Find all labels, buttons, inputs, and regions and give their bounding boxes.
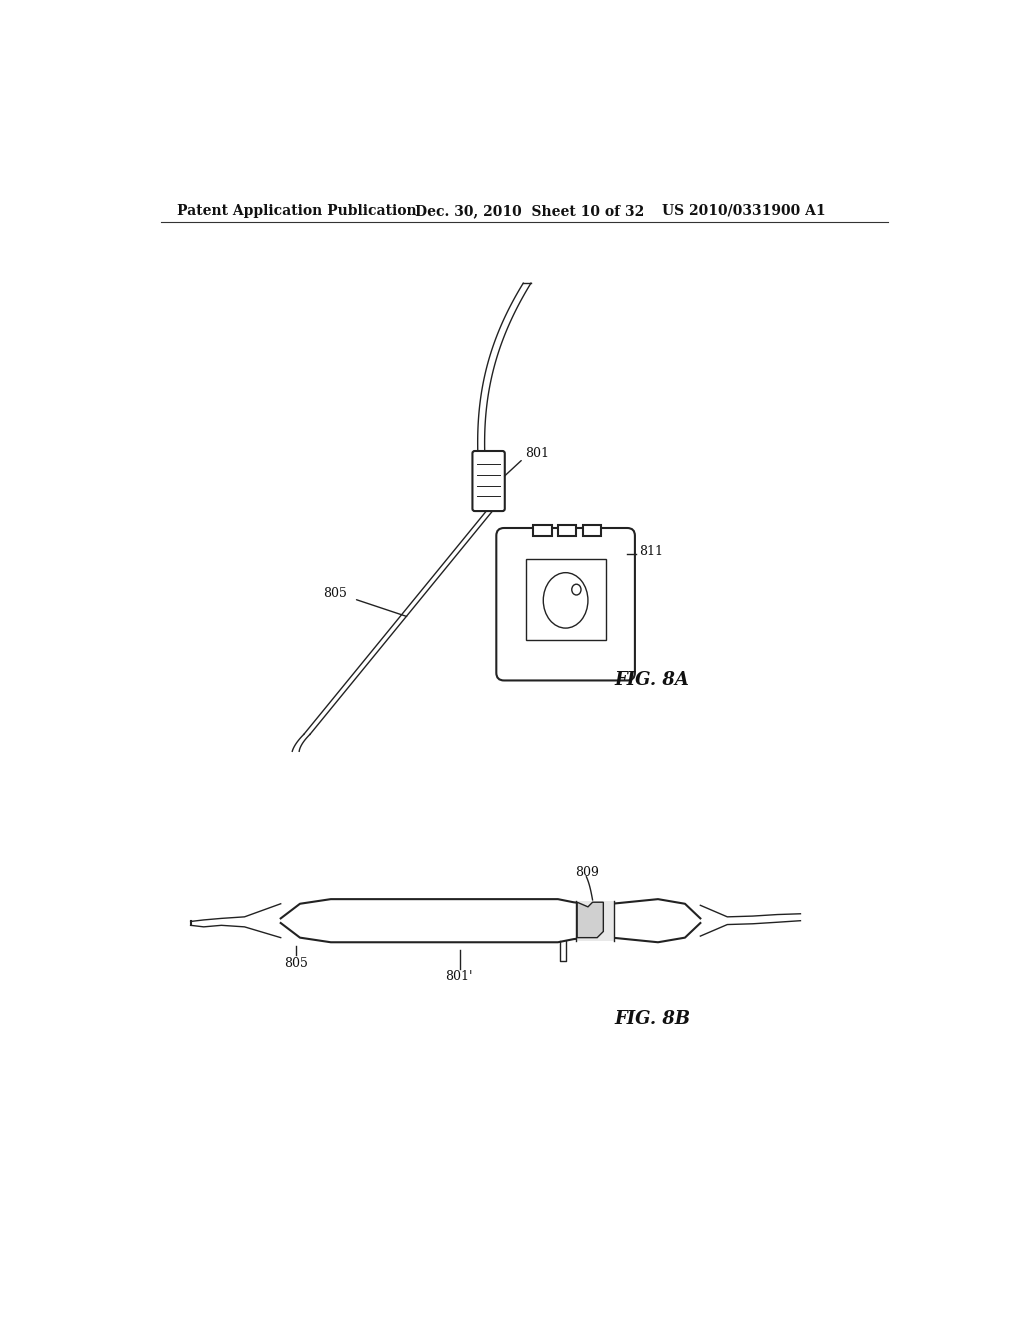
Text: FIG. 8A: FIG. 8A [614,672,689,689]
Ellipse shape [544,573,588,628]
Text: 801: 801 [525,446,550,459]
Bar [575,900,614,941]
Bar [583,525,601,536]
Text: Dec. 30, 2010  Sheet 10 of 32: Dec. 30, 2010 Sheet 10 of 32 [416,203,645,218]
Bar [558,525,577,536]
Bar [534,525,552,536]
Text: US 2010/0331900 A1: US 2010/0331900 A1 [662,203,825,218]
Ellipse shape [571,585,581,595]
Polygon shape [578,903,603,937]
Text: 805: 805 [323,587,347,601]
Text: 809: 809 [575,866,599,879]
Text: FIG. 8B: FIG. 8B [614,1010,690,1028]
Polygon shape [281,899,700,942]
Text: Patent Application Publication: Patent Application Publication [177,203,417,218]
Text: 811: 811 [639,545,663,557]
FancyBboxPatch shape [497,528,635,681]
Bar [525,558,605,640]
Text: 801': 801' [444,970,472,982]
FancyBboxPatch shape [472,451,505,511]
Text: 805: 805 [285,957,308,970]
